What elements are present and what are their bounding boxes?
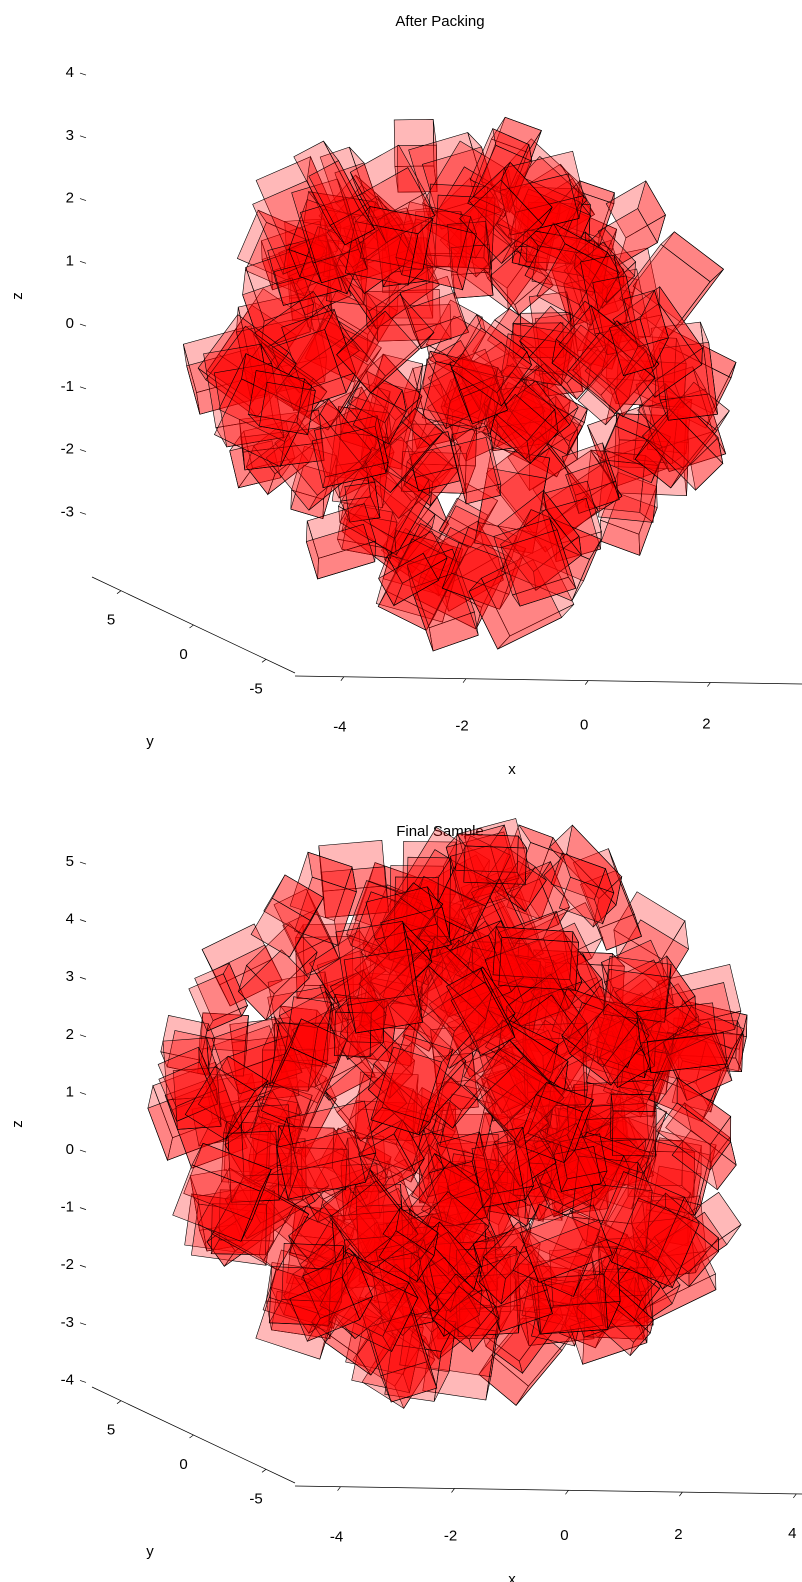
z-tick-label: 3	[66, 968, 74, 985]
x-axis-label: x	[508, 761, 516, 778]
z-tick	[80, 199, 86, 201]
z-tick-label: -1	[61, 1199, 74, 1216]
x-tick-label: -2	[444, 1528, 457, 1545]
z-tick-label: 0	[66, 315, 74, 332]
z-tick-label: 4	[66, 911, 74, 928]
z-tick	[80, 1380, 86, 1382]
z-tick-label: -1	[61, 378, 74, 395]
z-tick-label: -2	[61, 1256, 74, 1273]
z-tick	[80, 1208, 86, 1210]
x-axis	[295, 676, 802, 684]
z-tick	[80, 73, 86, 75]
z-tick-label: 2	[66, 190, 74, 207]
x-tick	[338, 1487, 341, 1491]
x-tick-label: 2	[702, 716, 710, 733]
y-tick	[190, 625, 194, 628]
z-tick	[80, 977, 86, 979]
y-tick-label: 0	[179, 646, 187, 663]
box-face	[612, 1111, 656, 1156]
x-tick	[452, 1489, 455, 1493]
z-tick	[80, 512, 86, 514]
box-face	[344, 949, 423, 1033]
y-tick	[262, 1469, 266, 1472]
z-tick-label: 1	[66, 1083, 74, 1100]
z-tick	[80, 1150, 86, 1152]
z-axis-label: z	[9, 1120, 26, 1128]
x-tick-label: 2	[674, 1526, 682, 1543]
z-tick-label: 0	[66, 1141, 74, 1158]
x-tick-label: 4	[788, 1525, 796, 1542]
y-tick	[117, 1401, 121, 1404]
box-cluster	[148, 818, 747, 1408]
x-tick-label: -2	[455, 718, 468, 735]
z-tick-label: -4	[61, 1371, 74, 1388]
x-tick-label: 0	[560, 1527, 568, 1544]
x-tick-label: -4	[330, 1529, 343, 1546]
x-tick	[679, 1492, 682, 1496]
x-tick	[463, 679, 466, 683]
box-face	[259, 382, 315, 434]
y-tick-label: 0	[179, 1456, 187, 1473]
z-tick	[80, 920, 86, 922]
chart-title: After Packing	[395, 13, 484, 30]
y-tick	[117, 591, 121, 594]
box-face	[499, 937, 579, 990]
x-tick-label: -4	[333, 719, 346, 736]
x-tick-label: 0	[580, 717, 588, 734]
z-tick	[80, 1035, 86, 1037]
z-tick-label: 4	[66, 64, 74, 81]
figure: After Packing43210-1-2-3z50-5y-4-202xFin…	[0, 0, 802, 1582]
z-tick	[80, 136, 86, 138]
z-tick	[80, 1323, 86, 1325]
z-tick	[80, 862, 86, 864]
y-tick-label: -5	[249, 1490, 262, 1507]
z-tick-label: -3	[61, 503, 74, 520]
page: After Packing43210-1-2-3z50-5y-4-202xFin…	[0, 0, 802, 1582]
z-tick-label: -2	[61, 441, 74, 458]
z-tick-label: 1	[66, 252, 74, 269]
z-tick-label: 2	[66, 1026, 74, 1043]
x-axis	[295, 1486, 802, 1494]
z-tick-label: -3	[61, 1314, 74, 1331]
y-axis-label: y	[146, 1543, 154, 1560]
x-tick	[585, 681, 588, 685]
z-tick	[80, 324, 86, 326]
z-axis-label: z	[9, 292, 26, 300]
y-tick-label: 5	[107, 612, 115, 629]
z-tick	[80, 387, 86, 389]
x-tick	[793, 1494, 796, 1498]
y-tick-label: 5	[107, 1422, 115, 1439]
y-tick	[190, 1435, 194, 1438]
x-tick	[565, 1490, 568, 1494]
y-axis-label: y	[146, 733, 154, 750]
x-axis-label: x	[508, 1571, 516, 1582]
box-cluster	[183, 117, 736, 651]
z-tick	[80, 1265, 86, 1267]
y-tick-label: -5	[249, 680, 262, 697]
box-face	[464, 846, 527, 884]
y-tick	[262, 659, 266, 662]
z-tick-label: 5	[66, 853, 74, 870]
x-tick	[341, 677, 344, 681]
z-tick	[80, 261, 86, 263]
z-tick	[80, 450, 86, 452]
z-tick	[80, 1092, 86, 1094]
z-tick-label: 3	[66, 127, 74, 144]
x-tick	[707, 683, 710, 687]
